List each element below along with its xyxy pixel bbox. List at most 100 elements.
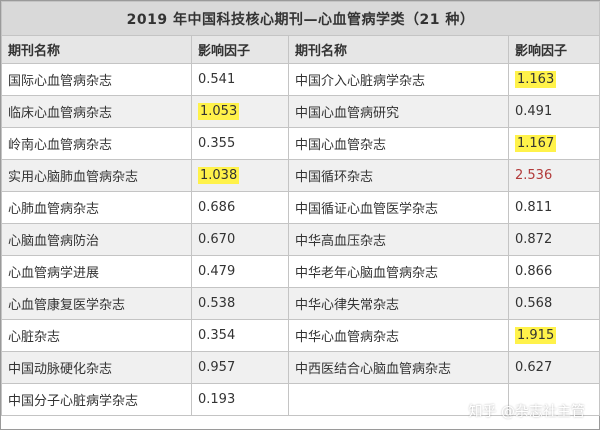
impact-factor-left: 0.355: [198, 136, 236, 151]
journal-name-left: 中国动脉硬化杂志: [8, 362, 113, 377]
journal-name-right: 中华心血管病杂志: [295, 330, 400, 345]
impact-factor-left: 0.670: [198, 232, 236, 247]
impact-factor-left: 0.541: [198, 72, 236, 87]
impact-factor-left: 1.038: [198, 167, 240, 184]
journal-impact-table: 2019 年中国科技核心期刊—心血管病学类（21 种） 期刊名称 影响因子 期刊…: [0, 1, 600, 416]
journal-name-right-cell: [288, 383, 509, 416]
journal-name-left-cell: 心脏杂志: [1, 319, 192, 352]
journal-name-left: 心肺血管病杂志: [8, 202, 100, 217]
journal-name-right-cell: 中华心律失常杂志: [288, 287, 509, 320]
impact-factor-right: 1.915: [515, 327, 557, 344]
impact-factor-right-cell: 1.163: [507, 63, 600, 96]
header-journal-name-right: 期刊名称: [288, 35, 509, 64]
journal-name-left-cell: 中国动脉硬化杂志: [1, 351, 192, 384]
journal-name-right: 中国介入心脏病学杂志: [295, 74, 426, 89]
journal-name-left-cell: 岭南心血管病杂志: [1, 127, 192, 160]
table-row: 中国分子心脏病学杂志 0.193: [1, 383, 600, 416]
journal-name-left: 心血管康复医学杂志: [8, 298, 126, 313]
journal-name-left-cell: 心脑血管病防治: [1, 223, 192, 256]
impact-factor-right: 0.491: [515, 104, 553, 119]
journal-name-left-cell: 心血管病学进展: [1, 255, 192, 288]
journal-name-right-cell: 中国循证心血管医学杂志: [288, 191, 509, 224]
journal-name-right-cell: 中华老年心脑血管病杂志: [288, 255, 509, 288]
impact-factor-left: 0.957: [198, 360, 236, 375]
table-row: 心脑血管病防治 0.670 中华高血压杂志 0.872: [1, 223, 600, 256]
journal-name-right: 中华高血压杂志: [295, 234, 387, 249]
impact-factor-left: 0.686: [198, 200, 236, 215]
journal-name-left: 临床心血管病杂志: [8, 106, 113, 121]
journal-name-left-cell: 实用心脑肺血管病杂志: [1, 159, 192, 192]
table-body: 国际心血管病杂志 0.541 中国介入心脏病学杂志 1.163 临床心血管病杂志 1.05…: [1, 63, 600, 416]
journal-name-left: 心脑血管病防治: [8, 234, 100, 249]
journal-name-left: 国际心血管病杂志: [8, 74, 113, 89]
journal-name-right: 中华心律失常杂志: [295, 298, 400, 313]
impact-factor-left-cell: 0.538: [191, 287, 289, 320]
impact-factor-right-cell: 0.811: [507, 191, 600, 224]
impact-factor-left: 0.479: [198, 264, 236, 279]
table-row: 心肺血管病杂志 0.686 中国循证心血管医学杂志 0.811: [1, 191, 600, 224]
impact-factor-right: 0.872: [515, 232, 553, 247]
header-impact-factor-right: 影响因子: [507, 35, 600, 64]
journal-name-left-cell: 国际心血管病杂志: [1, 63, 192, 96]
column-header-row: 期刊名称 影响因子 期刊名称 影响因子: [1, 35, 600, 64]
impact-factor-right-cell: [507, 383, 600, 416]
journal-name-left: 心血管病学进展: [8, 266, 100, 281]
impact-factor-right: 1.163: [515, 71, 557, 88]
table-row: 实用心脑肺血管病杂志 1.038 中国循环杂志 2.536: [1, 159, 600, 192]
impact-factor-right-cell: 0.627: [507, 351, 600, 384]
impact-factor-right: 0.866: [515, 264, 553, 279]
journal-name-right: 中西医结合心脑血管病杂志: [295, 362, 452, 377]
impact-factor-left: 0.354: [198, 328, 236, 343]
impact-factor-right-cell: 0.568: [507, 287, 600, 320]
journal-name-left: 实用心脑肺血管病杂志: [8, 170, 139, 185]
impact-factor-left-cell: 0.193: [191, 383, 289, 416]
journal-name-left-cell: 心血管康复医学杂志: [1, 287, 192, 320]
watermark: 知乎 @杂志社主管: [468, 404, 585, 420]
table-row: 岭南心血管病杂志 0.355 中国心血管杂志 1.167: [1, 127, 600, 160]
impact-factor-right: 0.568: [515, 296, 553, 311]
journal-name-right-cell: 中西医结合心脑血管病杂志: [288, 351, 509, 384]
impact-factor-left: 1.053: [198, 103, 240, 120]
table-row: 心脏杂志 0.354 中华心血管病杂志 1.915: [1, 319, 600, 352]
impact-factor-right-cell: 0.866: [507, 255, 600, 288]
impact-factor-right-cell: 1.915: [507, 319, 600, 352]
impact-factor-right: 1.167: [515, 135, 557, 152]
impact-factor-left: 0.538: [198, 296, 236, 311]
table-title-row: 2019 年中国科技核心期刊—心血管病学类（21 种）: [0, 1, 600, 36]
journal-name-right: 中国心血管病研究: [295, 106, 400, 121]
impact-factor-left-cell: 0.670: [191, 223, 289, 256]
journal-name-right-cell: 中国心血管杂志: [288, 127, 509, 160]
table-row: 临床心血管病杂志 1.053 中国心血管病研究 0.491: [1, 95, 600, 128]
impact-factor-right: 0.811: [515, 200, 553, 215]
journal-name-right: 中国循证心血管医学杂志: [295, 202, 439, 217]
journal-name-left: 中国分子心脏病学杂志: [8, 394, 139, 409]
impact-factor-right: 0.627: [515, 360, 553, 375]
journal-name-right: 中国循环杂志: [295, 170, 374, 185]
table-row: 国际心血管病杂志 0.541 中国介入心脏病学杂志 1.163: [1, 63, 600, 96]
table-row: 心血管病学进展 0.479 中华老年心脑血管病杂志 0.866: [1, 255, 600, 288]
journal-name-left-cell: 临床心血管病杂志: [1, 95, 192, 128]
journal-name-right: 中华老年心脑血管病杂志: [295, 266, 439, 281]
impact-factor-left: 0.193: [198, 392, 236, 407]
journal-name-left: 心脏杂志: [8, 330, 61, 345]
journal-name-right-cell: 中国循环杂志: [288, 159, 509, 192]
impact-factor-left-cell: 0.541: [191, 63, 289, 96]
journal-name-right-cell: 中华高血压杂志: [288, 223, 509, 256]
journal-name-left-cell: 心肺血管病杂志: [1, 191, 192, 224]
impact-factor-left-cell: 0.957: [191, 351, 289, 384]
table-row: 中国动脉硬化杂志 0.957 中西医结合心脑血管病杂志 0.627: [1, 351, 600, 384]
impact-factor-right: 2.536: [515, 168, 553, 183]
impact-factor-left-cell: 1.053: [191, 95, 289, 128]
header-impact-factor-left: 影响因子: [191, 35, 289, 64]
impact-factor-left-cell: 0.479: [191, 255, 289, 288]
table-row: 心血管康复医学杂志 0.538 中华心律失常杂志 0.568: [1, 287, 600, 320]
journal-name-left-cell: 中国分子心脏病学杂志: [1, 383, 192, 416]
journal-name-right-cell: 中国介入心脏病学杂志: [288, 63, 509, 96]
journal-name-right-cell: 中华心血管病杂志: [288, 319, 509, 352]
impact-factor-right-cell: 2.536: [507, 159, 600, 192]
impact-factor-left-cell: 0.686: [191, 191, 289, 224]
journal-name-left: 岭南心血管病杂志: [8, 138, 113, 153]
table-title: 2019 年中国科技核心期刊—心血管病学类（21 种）: [0, 1, 600, 36]
impact-factor-left-cell: 0.355: [191, 127, 289, 160]
